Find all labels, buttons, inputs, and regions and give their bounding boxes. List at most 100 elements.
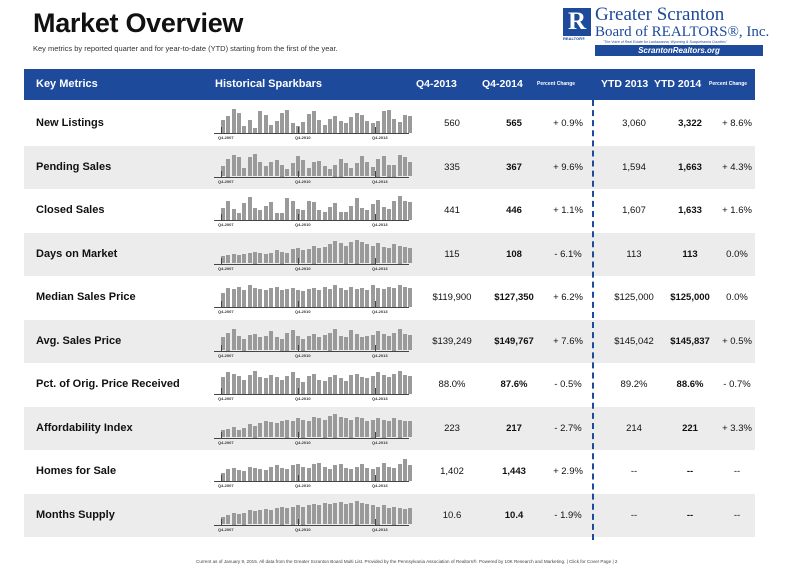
col-quarter-percent-change: Percent Change <box>537 81 576 87</box>
metric-name[interactable]: Closed Sales <box>36 204 105 216</box>
sparkbar-axis <box>214 307 409 308</box>
sparkbar <box>285 110 290 133</box>
sparkbar <box>290 163 295 177</box>
sparkbar <box>258 252 263 264</box>
metric-name[interactable]: Months Supply <box>36 508 115 521</box>
sparkbar <box>306 289 311 307</box>
ytd-2013-value: 113 <box>626 248 642 260</box>
metric-name[interactable]: Avg. Sales Price <box>36 334 122 347</box>
q4-2013-value: 1,402 <box>440 466 464 477</box>
q4-2014-value: 1,443 <box>502 466 526 477</box>
sparkbar <box>306 467 311 481</box>
sparkbar <box>247 119 252 133</box>
q4-2013-value: 88.0% <box>438 379 466 390</box>
sparkbar-tick <box>375 127 376 134</box>
sparkbar <box>295 336 300 351</box>
sparkbar <box>311 504 316 525</box>
metric-name[interactable]: Days on Market <box>36 247 118 260</box>
sparkbar-tick <box>298 475 299 482</box>
sparkbar-axis <box>214 350 409 352</box>
sparkbar <box>221 165 225 177</box>
metric-name[interactable]: Median Sales Price <box>36 291 136 303</box>
sparkbar-tick-label: Q4-2013 <box>372 352 388 358</box>
sparkbar <box>237 513 242 525</box>
sparkbar <box>253 333 258 351</box>
sparkbar <box>263 420 268 438</box>
sparkbar <box>365 336 370 351</box>
sparkbar-tick-label: Q4-2010 <box>295 483 311 488</box>
sparkbar-tick-label: Q4-2010 <box>295 439 311 445</box>
sparkbar <box>285 198 290 220</box>
sparkbar <box>360 464 365 481</box>
sparkbar <box>354 239 359 264</box>
sparkbar <box>376 506 381 525</box>
sparkbar <box>306 336 311 351</box>
sparkbar <box>306 505 311 525</box>
sparkbar <box>322 246 327 264</box>
sparkbar <box>397 419 402 438</box>
sparkbar <box>237 286 242 307</box>
sparkbar-tick-label: Q4-2007 <box>218 526 234 532</box>
metric-name[interactable]: Homes for Sale <box>36 465 117 477</box>
sparkbar <box>285 252 290 264</box>
sparkbar-axis <box>214 524 409 526</box>
sparkbar-axis <box>214 220 409 221</box>
table-row: Pending Sales Q4-2007 Q4-2010 Q4-2013 335 367… <box>24 145 755 189</box>
board-logo[interactable]: R REALTOR® Greater Scranton Board of REA… <box>563 5 769 57</box>
ytd-2014-value: -- <box>686 466 694 477</box>
sparkbar-axis <box>214 394 409 395</box>
sparkbar-tick-label: Q4-2007 <box>218 439 234 445</box>
sparkbar <box>376 121 381 133</box>
sparkbar <box>322 419 327 438</box>
sparkbar <box>258 337 263 351</box>
sparkbar <box>322 124 327 133</box>
sparkbar <box>253 511 258 525</box>
sparkbar <box>237 212 242 220</box>
sparkbar <box>408 247 413 264</box>
sparkbar <box>365 244 370 264</box>
sparkbar <box>269 202 274 220</box>
sparkbar <box>269 510 274 525</box>
sparkbar <box>269 421 274 438</box>
sparkbar <box>279 164 284 177</box>
sparkbar <box>301 122 306 133</box>
sparkbar <box>242 253 247 264</box>
sparkbar <box>247 374 252 394</box>
sparkbar <box>397 122 402 133</box>
metric-name[interactable]: Pct. of Orig. Price Received <box>36 378 180 390</box>
sparkbar <box>311 111 316 133</box>
ytd-2014-value: 1,663 <box>678 161 702 173</box>
sparkbar-tick <box>375 301 376 308</box>
sparkbar-tick <box>298 518 299 526</box>
footer-note[interactable]: Current as of January 9, 2015. All data … <box>196 559 618 564</box>
sparkbar-chart: Q4-2007 Q4-2010 Q4-2013 <box>214 237 413 274</box>
sparkbar <box>376 418 381 438</box>
col-key-metrics: Key Metrics <box>36 78 98 90</box>
sparkbar <box>338 158 343 177</box>
sparkbar-tick <box>375 388 376 395</box>
logo-url-link[interactable]: ScrantonRealtors.org <box>595 45 763 56</box>
sparkbar <box>263 290 268 307</box>
sparkbar-tick-label: Q4-2013 <box>372 483 388 488</box>
sparkbar <box>365 504 370 525</box>
sparkbar <box>344 337 349 351</box>
sparkbar-chart: Q4-2007 Q4-2010 Q4-2013 <box>214 280 413 317</box>
sparkbar-tick-label: Q4-2010 <box>295 526 311 532</box>
sparkbar-tick-label: Q4-2013 <box>372 265 388 271</box>
sparkbar <box>349 374 354 394</box>
sparkbar <box>365 162 370 177</box>
sparkbar <box>338 336 343 351</box>
metric-name[interactable]: Affordability Index <box>36 421 133 434</box>
sparkbar <box>392 373 397 394</box>
sparkbar <box>370 469 375 481</box>
metric-name[interactable]: Pending Sales <box>36 160 112 173</box>
sparkbar <box>381 374 386 394</box>
q4-2013-value: 115 <box>444 248 460 260</box>
sparkbar-tick-label: Q4-2010 <box>295 135 311 140</box>
metric-name[interactable]: New Listings <box>36 117 104 129</box>
sparkbar <box>376 331 381 351</box>
sparkbar <box>258 210 263 220</box>
sparkbar <box>247 510 252 525</box>
sparkbar-tick <box>298 431 299 439</box>
sparkbar-chart: Q4-2007 Q4-2010 Q4-2013 <box>214 454 413 491</box>
